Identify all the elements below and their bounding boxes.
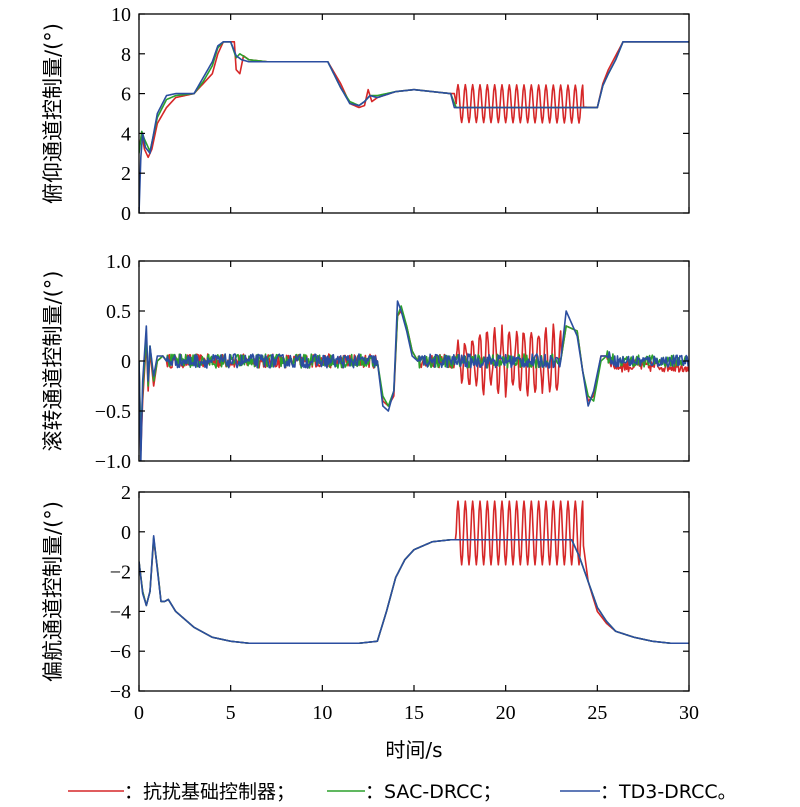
y-tick-label: −4 [110, 601, 131, 623]
chart-panel-1: 0 2 4 6 8 10 俯仰通道控制量/(°) [41, 4, 690, 225]
legend: ：抗扰基础控制器； ：SAC-DRCC； ：TD3-DRCC。 [68, 781, 737, 803]
y-axis-label: 滚转通道控制量/(°) [41, 271, 65, 452]
y-tick-label: 0 [121, 203, 131, 225]
chart-panel-3: 0 5 10 15 20 25 30 −8 −6 −4 −2 0 2 偏航通道控制量/(°) 时间/s [41, 482, 699, 762]
y-tick-label: 2 [121, 163, 131, 185]
x-tick-label: 5 [226, 702, 236, 724]
y-tick-label: 10 [111, 4, 131, 26]
legend-label-1: ：抗扰基础控制器； [124, 781, 295, 803]
y-tick-label: −2 [110, 562, 131, 584]
legend-label-2: ：SAC-DRCC； [365, 781, 502, 803]
x-tick-label: 10 [312, 702, 332, 724]
x-tick-label: 20 [496, 702, 516, 724]
y-tick-label: 4 [121, 123, 131, 145]
x-tick-label: 15 [404, 702, 424, 724]
y-tick-label: 1.0 [106, 251, 131, 273]
y-tick-label: −0.5 [95, 401, 131, 423]
y-tick-label: −6 [110, 641, 131, 663]
series-line-1 [139, 41, 689, 159]
y-tick-label: 8 [121, 44, 131, 66]
x-tick-label: 0 [134, 702, 144, 724]
chart-panel-2: −1.0 −0.5 0 0.5 1.0 滚转通道控制量/(°) [41, 251, 690, 473]
x-tick-label: 30 [679, 702, 699, 724]
series-line-3 [139, 300, 689, 461]
legend-label-3: ：TD3-DRCC。 [600, 781, 737, 803]
y-axis-label: 俯仰通道控制量/(°) [41, 23, 65, 204]
y-tick-label: −8 [110, 681, 131, 703]
y-tick-label: −1.0 [95, 451, 131, 473]
y-tick-label: 0 [121, 351, 131, 373]
series-line-3 [139, 534, 689, 645]
y-tick-label: 0 [121, 522, 131, 544]
y-tick-label: 2 [121, 482, 131, 504]
series-line-1 [139, 310, 689, 452]
series-line-3 [139, 41, 689, 213]
y-axis-label: 偏航通道控制量/(°) [41, 501, 65, 682]
x-tick-label: 25 [587, 702, 607, 724]
y-tick-label: 6 [121, 84, 131, 106]
plot-frame [138, 491, 690, 692]
y-tick-label: 0.5 [106, 301, 131, 323]
series-line-2 [139, 41, 689, 154]
series-line-2 [139, 536, 689, 645]
series-line-2 [139, 305, 689, 442]
x-axis-label: 时间/s [385, 738, 442, 762]
